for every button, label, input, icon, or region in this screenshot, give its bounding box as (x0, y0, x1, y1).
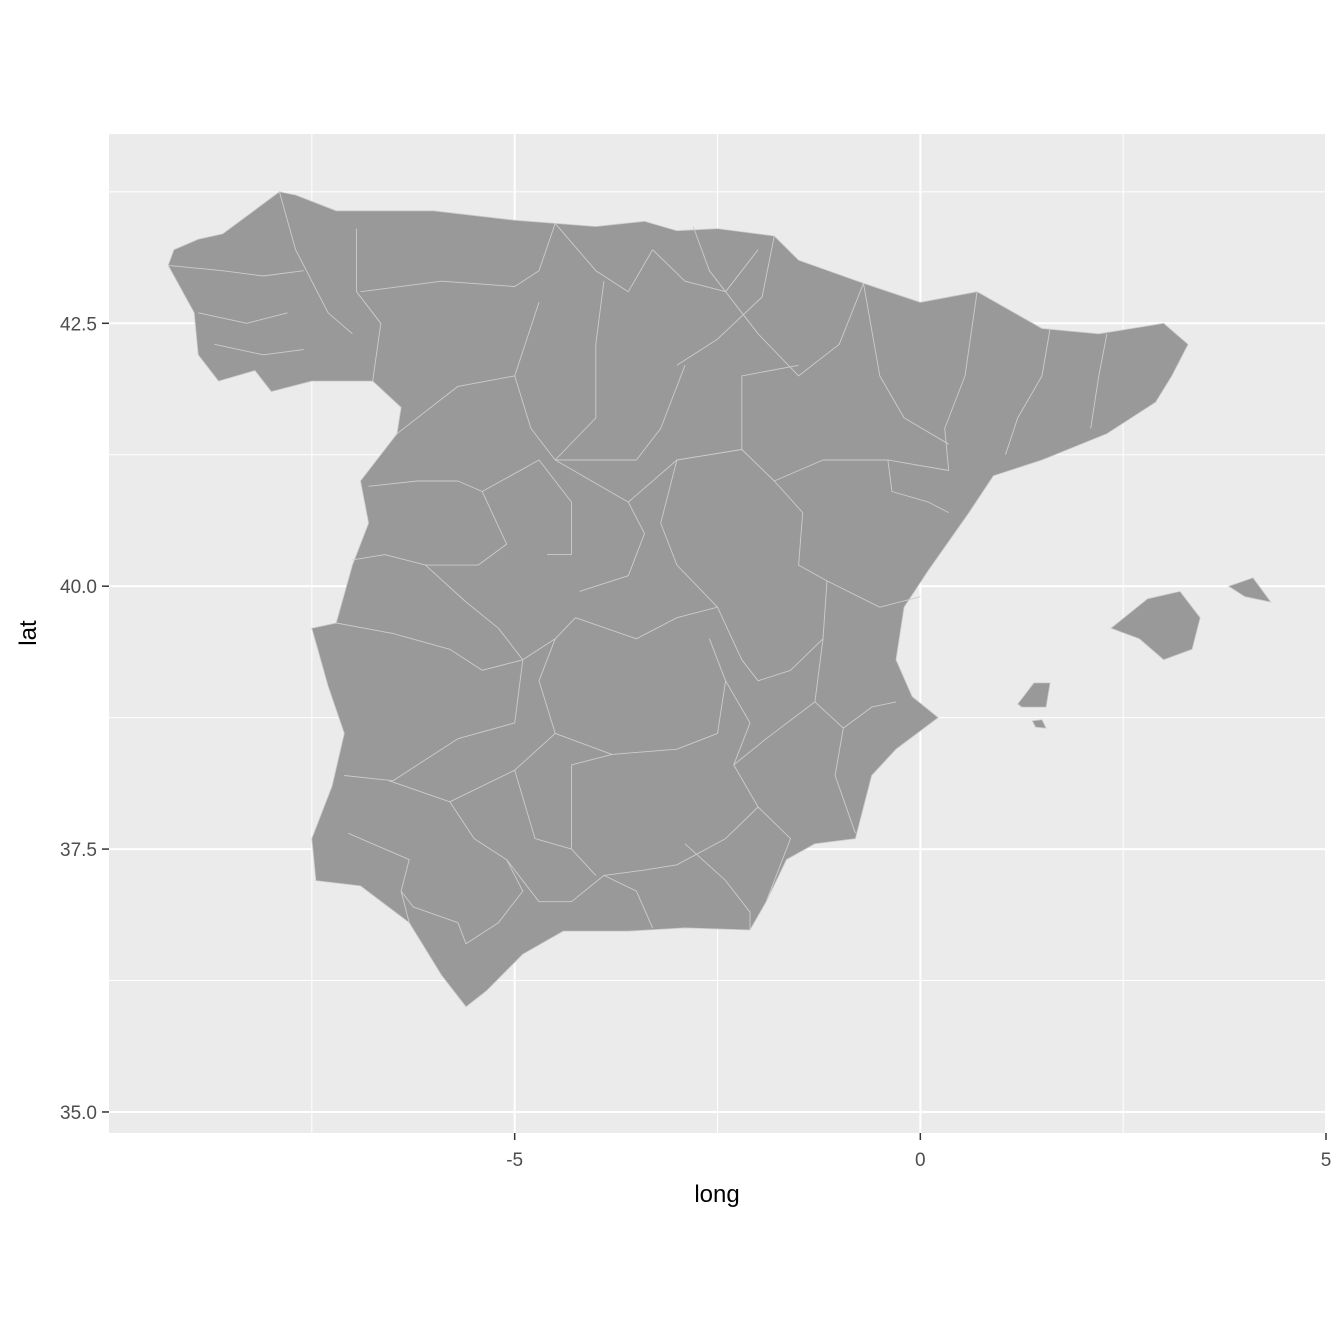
province-border (506, 859, 645, 903)
province-border (278, 191, 353, 335)
island-mallorca (1110, 590, 1201, 661)
x-tick-label: 5 (1321, 1150, 1332, 1171)
province-border (603, 874, 654, 929)
province-borders (168, 191, 1108, 945)
x-axis-title: long (694, 1181, 739, 1208)
province-border (717, 580, 828, 682)
province-border (725, 680, 751, 766)
y-tick-label: 40.0 (60, 577, 97, 598)
y-axis: 35.0 37.5 40.0 42.5 (60, 314, 109, 1124)
province-border (887, 459, 949, 513)
island-formentera (1031, 719, 1047, 729)
island-ibiza (1017, 682, 1051, 708)
province-border (733, 701, 816, 902)
province-border (725, 283, 864, 377)
province-border (774, 459, 949, 482)
x-tick-label: -5 (506, 1150, 523, 1171)
province-border (481, 459, 572, 556)
y-tick-label: 35.0 (60, 1103, 97, 1124)
province-border (352, 480, 508, 566)
province-border (168, 264, 304, 277)
province-border (360, 223, 556, 293)
province-border (834, 728, 856, 834)
province-border (798, 512, 828, 582)
province-border (514, 365, 686, 461)
province-border (741, 364, 799, 450)
province-border (344, 659, 524, 782)
province-border (692, 226, 726, 292)
province-border (356, 228, 382, 382)
province-border (575, 606, 718, 640)
province-border (660, 459, 718, 608)
province-border (425, 564, 524, 661)
province-border (684, 843, 751, 930)
province-border (538, 638, 727, 755)
province-border (826, 580, 921, 608)
province-border (676, 235, 775, 366)
mainland-region (167, 191, 1189, 1008)
province-border (644, 806, 759, 871)
province-border (514, 770, 597, 876)
y-tick-label: 42.5 (60, 314, 97, 335)
province-border (944, 291, 978, 471)
province-border (863, 283, 949, 445)
province-border (554, 223, 653, 293)
province-border (1090, 333, 1108, 429)
x-tick-label: 0 (915, 1150, 926, 1171)
y-tick-label: 37.5 (60, 840, 97, 861)
province-border (214, 343, 304, 356)
province-border (554, 459, 645, 592)
province-border (571, 753, 613, 850)
map-regions (167, 191, 1272, 1008)
island-menorca (1227, 577, 1272, 603)
province-border (198, 312, 288, 324)
province-border (554, 281, 605, 461)
x-axis: -5 0 5 (506, 1133, 1331, 1171)
province-border (396, 302, 540, 435)
province-border (348, 832, 410, 923)
y-axis-title: lat (15, 620, 42, 646)
province-border (388, 780, 524, 945)
province-border (652, 249, 759, 293)
province-border (1005, 328, 1051, 455)
